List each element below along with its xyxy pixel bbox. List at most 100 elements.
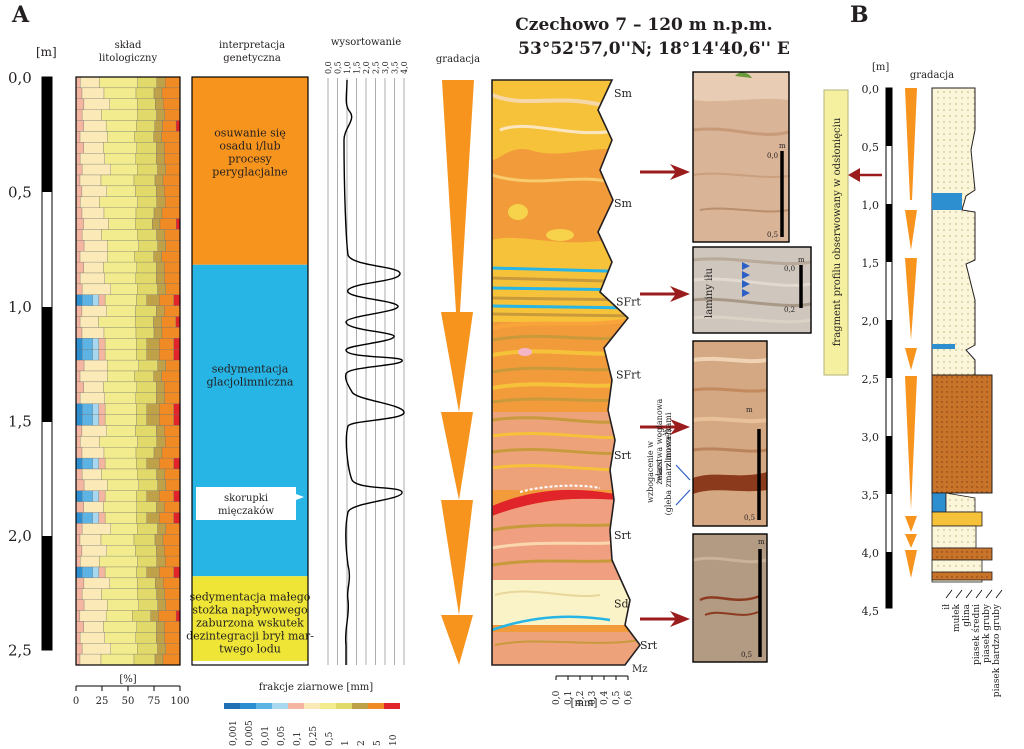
interpretation-header-line1: interpretacja [219, 40, 285, 51]
depth-scale-b [885, 87, 893, 609]
mz-tick-5: 0,5 [612, 690, 622, 705]
sorting-curve [343, 79, 405, 665]
lithology-row-23 [75, 327, 181, 339]
grain-swatch-6 [320, 703, 336, 709]
lithology-row-38 [75, 490, 181, 502]
interpretation-frame [191, 76, 309, 666]
field-photo-2: laminy iłu m 0,0 0,2 [692, 246, 812, 334]
depth-label-b-3: 1,5 [862, 257, 880, 270]
annotation-line2: żelazo [655, 459, 664, 484]
interp-unit-1-line-1: glacjolimniczna [207, 375, 294, 388]
mz-ticks: 0,0 0,1 0,2 0,3 0,4 0,5 0,6 [552, 676, 634, 705]
profile-b-column [931, 87, 993, 583]
lithology-row-43 [75, 545, 181, 557]
grain-swatch-10 [384, 703, 400, 709]
grain-axis-b-labels: ił mułek glina piasek średni piasek gruby pia… [942, 603, 1002, 697]
grain-swatch-9 [368, 703, 384, 709]
sorting-tick-1: 0,5 [334, 61, 343, 74]
field-photo-1: m 0,0 0,5 [692, 71, 790, 243]
depth-label-a-5: 2,5 [8, 642, 32, 660]
pointer-arrow-4 [640, 611, 690, 627]
lithology-row-50 [75, 621, 181, 633]
grain-swatch-0 [224, 703, 240, 709]
facies-label-7: Srt [640, 639, 658, 652]
grain-class-label-8: 2 [357, 740, 367, 746]
field-photo-3: m 0,5 [692, 340, 768, 527]
photo2-scale-unit: m [798, 256, 805, 264]
lithology-row-35 [75, 457, 181, 470]
sorting-tick-3: 1,5 [353, 61, 362, 74]
interp-unit-0-line-3: peryglacjalne [212, 166, 287, 179]
interp-unit-2-line-3: dezintegracji brył mar- [186, 630, 314, 643]
annotation-pointer-1 [675, 464, 691, 481]
grain-class-label-3: 0,05 [277, 726, 287, 746]
depth-labels-a: 0,0 0,5 1,0 1,5 2,0 2,5 [8, 69, 32, 660]
gradation-arrow-5 [441, 615, 473, 665]
lithology-row-2 [75, 98, 181, 110]
lithology-row-39 [75, 501, 181, 513]
depth-label-a-3: 1,5 [8, 413, 32, 431]
interp-unit-0 [192, 77, 308, 265]
lithology-row-28 [75, 381, 181, 393]
interp-unit-2-line-0: sedymentacja małego [190, 591, 311, 604]
facies-label-6: Sd [614, 598, 629, 611]
grain-axis-b-label-3: piasek średni [971, 604, 982, 665]
shell-note: skorupki mięczaków [196, 487, 304, 520]
lithology-frame [75, 76, 181, 666]
lithology-row-17 [75, 261, 181, 274]
depth-unit-a: [m] [36, 45, 57, 59]
b-arrow-5 [905, 376, 917, 510]
gradation-header-a: gradacja [436, 54, 480, 65]
depth-label-b-7: 3,5 [862, 489, 880, 502]
b-arrow-2 [905, 210, 917, 250]
gradation-arrows-a [441, 80, 474, 665]
interp-unit-2-line-2: zaburzona wskutek [196, 617, 304, 630]
depth-unit-b: [m] [872, 62, 889, 73]
sorting-tick-2: 1,0 [343, 61, 352, 74]
annotation-line3: (gleba zmarzlinowa?) [664, 429, 673, 516]
lithology-row-0 [75, 76, 181, 89]
pointer-arrow-1 [640, 164, 690, 180]
lithology-row-7 [75, 153, 181, 165]
interp-unit-0-line-1: osadu i/lub [219, 140, 280, 153]
lithology-row-33 [75, 436, 181, 448]
facies-label-5: Srt [614, 529, 632, 542]
lithology-row-24 [75, 338, 181, 350]
b-arrow-4 [905, 348, 917, 370]
lithology-row-27 [75, 370, 181, 383]
percent-tick-100: 100 [170, 696, 189, 707]
mz-label: Mz [632, 664, 648, 675]
grain-class-label-0: 0,001 [229, 720, 239, 746]
lithology-row-14 [75, 229, 181, 241]
depth-label-b-0: 0,0 [862, 83, 880, 96]
lamina-markers [742, 262, 750, 297]
grain-swatch-1 [240, 703, 256, 709]
lithology-row-16 [75, 251, 181, 263]
gradation-arrow-4 [441, 500, 473, 615]
grain-legend-title: frakcje ziarnowe [mm] [259, 682, 373, 693]
grain-swatch-3 [272, 703, 288, 709]
photo1-scale-top: 0,0 [767, 152, 778, 160]
grain-axis-b-label-4: piasek gruby [982, 603, 992, 663]
percent-tick-25: 25 [96, 696, 109, 707]
b-arrow-7 [905, 534, 917, 548]
photo4-scale-bottom: 0,5 [741, 651, 752, 659]
photo2-lamina-label: laminy iłu [704, 267, 715, 318]
mz-tick-0: 0,0 [552, 690, 562, 705]
depth-label-b-4: 2,0 [862, 315, 880, 328]
observed-fragment-text: fragment profilu obserwowany w odsłonięc… [832, 117, 843, 346]
depth-label-a-0: 0,0 [8, 69, 32, 87]
sorting-tick-5: 2,5 [372, 61, 381, 74]
lithology-row-12 [75, 207, 181, 219]
percent-label: [%] [119, 674, 136, 685]
lithology-row-49 [75, 610, 181, 622]
lithology-column [75, 76, 181, 666]
lithology-row-42 [75, 534, 181, 546]
observed-fragment-arrow [848, 168, 882, 182]
depth-label-a-1: 0,5 [8, 184, 32, 202]
grain-swatch-8 [352, 703, 368, 709]
facies-label-1: Sm [614, 197, 633, 210]
photo-pointer-arrows [640, 164, 690, 627]
field-photo-4: m 0,5 [692, 533, 768, 663]
